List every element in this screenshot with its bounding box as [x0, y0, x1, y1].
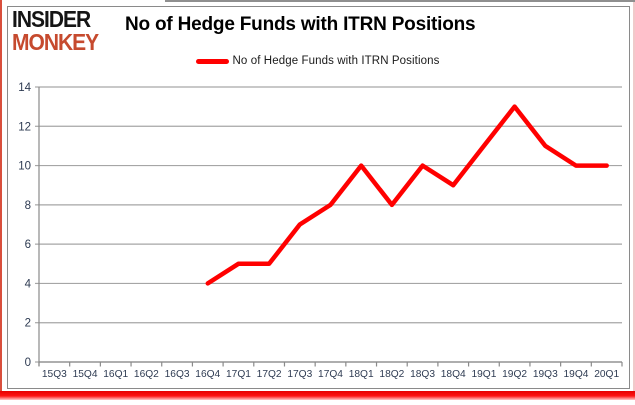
x-axis-label: 18Q4 [441, 369, 466, 380]
top-border-line [165, 0, 635, 2]
legend: No of Hedge Funds with ITRN Positions [0, 55, 635, 67]
x-axis-label: 16Q3 [165, 369, 190, 380]
logo-line-insider: INSIDER [12, 6, 91, 33]
y-axis-label: 0 [25, 357, 31, 369]
x-axis-label: 17Q2 [257, 369, 282, 380]
x-axis-label: 17Q3 [287, 369, 312, 380]
x-axis-label: 17Q1 [226, 369, 251, 380]
y-axis-label: 4 [25, 278, 32, 290]
x-axis-label: 16Q1 [103, 369, 128, 380]
y-axis-label: 12 [18, 121, 31, 133]
y-axis-label: 8 [25, 200, 31, 212]
left-accent-line [0, 0, 2, 392]
x-axis-label: 18Q2 [379, 369, 404, 380]
x-axis-label: 20Q1 [594, 369, 619, 380]
insider-monkey-logo: INSIDER MONKEY [12, 6, 99, 56]
right-accent-line [633, 2, 635, 392]
x-axis-label: 19Q1 [471, 369, 496, 380]
x-axis-label: 19Q4 [564, 369, 589, 380]
legend-label: No of Hedge Funds with ITRN Positions [232, 55, 440, 67]
chart-title: No of Hedge Funds with ITRN Positions [125, 14, 476, 35]
x-axis-label: 18Q1 [349, 369, 374, 380]
x-axis-label: 18Q3 [410, 369, 435, 380]
x-axis-label: 15Q4 [73, 369, 98, 380]
x-axis-label: 17Q4 [318, 369, 343, 380]
x-axis-label: 19Q2 [502, 369, 527, 380]
x-axis-label: 16Q4 [195, 369, 220, 380]
chart-frame [7, 6, 630, 389]
y-axis-label: 2 [25, 318, 31, 330]
bottom-accent-bar [0, 391, 635, 400]
x-axis-label: 15Q3 [42, 369, 67, 380]
x-axis-label: 19Q3 [533, 369, 558, 380]
y-axis-label: 14 [18, 82, 31, 94]
y-axis-label: 6 [25, 239, 31, 251]
data-series-line [205, 104, 609, 286]
legend-line-swatch [195, 58, 229, 64]
y-axis-label: 10 [18, 161, 31, 173]
logo-line-monkey: MONKEY [12, 29, 99, 56]
x-axis-label: 16Q2 [134, 369, 159, 380]
